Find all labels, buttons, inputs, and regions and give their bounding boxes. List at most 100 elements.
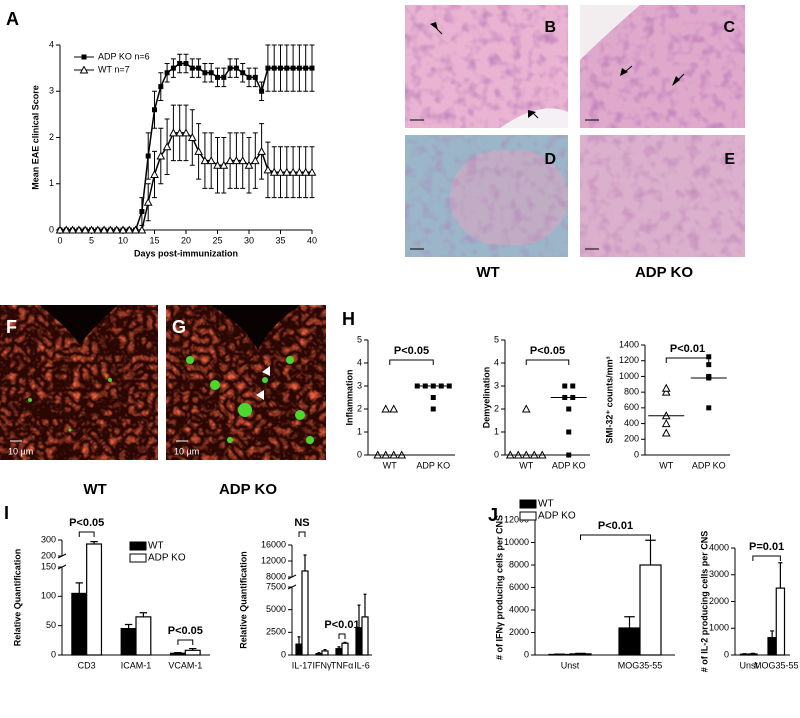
x-tick-label: ADP KO [416, 460, 450, 470]
y-tick-label: 1200 [619, 355, 639, 365]
legend-swatch [129, 553, 147, 563]
x-tick-label: MOG35-55 [754, 660, 799, 670]
marker [156, 151, 166, 160]
bar [135, 616, 152, 656]
y-tick-label: 0 [281, 649, 286, 659]
error-bar [90, 541, 98, 544]
marker [257, 146, 266, 155]
legend-label: ADP KO [538, 511, 576, 522]
image-caption: ADP KO [635, 264, 693, 281]
marker [246, 74, 252, 80]
marker [74, 225, 84, 234]
image-label: C [723, 19, 735, 36]
marker [244, 160, 254, 169]
bar [569, 653, 592, 656]
marker [430, 395, 436, 400]
marker [215, 74, 220, 80]
bar [321, 650, 329, 656]
marker [271, 65, 277, 71]
marker [238, 156, 248, 165]
marker [194, 146, 203, 155]
significance-bracket [78, 531, 95, 537]
marker [227, 65, 233, 71]
y-tick-label: 2000 [509, 627, 529, 637]
error-bar [189, 647, 197, 651]
y-axis-label: SMI-32⁺ counts/mm³ [604, 356, 614, 443]
bar [86, 543, 103, 656]
bar [618, 627, 641, 656]
x-tick-label: 25 [212, 235, 222, 245]
marker [263, 165, 273, 174]
legend-label: WT [148, 541, 164, 552]
y-tick-label: 2 [494, 403, 499, 413]
legend-label: ADP KO [148, 553, 186, 564]
bar [295, 643, 303, 656]
image-caption: WT [476, 264, 499, 281]
marker [208, 70, 214, 76]
marker [233, 65, 239, 71]
bar [639, 564, 662, 656]
image-texture [405, 135, 568, 257]
significance-bracket [298, 531, 306, 537]
x-tick-label: 15 [149, 235, 159, 245]
x-tick-label: 10 [118, 235, 128, 245]
marker [150, 169, 159, 178]
marker [706, 405, 712, 411]
significance-label: P<0.01 [670, 343, 705, 355]
marker [278, 65, 283, 71]
marker [93, 225, 103, 234]
error-bar [323, 648, 327, 651]
x-tick-label: Unst [561, 660, 580, 670]
x-tick-label: WT [519, 460, 533, 470]
marker [566, 406, 572, 412]
scale-bars [410, 119, 599, 250]
bar [775, 587, 786, 656]
bar [355, 627, 363, 656]
marker [187, 132, 197, 141]
marker [170, 65, 176, 71]
significance-label: P<0.01 [324, 619, 359, 631]
x-tick-label: Unst [739, 660, 758, 670]
x-tick-label: WT [659, 460, 673, 470]
marker [206, 156, 216, 165]
marker [112, 225, 122, 234]
x-tick-label: CD3 [78, 660, 96, 670]
marker [124, 225, 134, 234]
x-tick-label: ADP KO [552, 460, 586, 470]
marker [221, 74, 227, 80]
marker [162, 142, 172, 151]
histology-images: B C D E WT ADP KO [405, 5, 745, 281]
y-axis-label: # of IL-2 producing cells per CNS [699, 531, 709, 673]
y-tick-label: 3 [357, 380, 362, 390]
marker [566, 452, 572, 458]
marker [189, 65, 195, 71]
marker [265, 65, 271, 71]
error-bar [303, 554, 307, 571]
y-tick-label: 200 [624, 434, 639, 444]
significance-bracket [665, 357, 710, 363]
error-bar [357, 604, 361, 628]
panel-letter: A [6, 9, 19, 29]
x-tick-label: IL-17 [292, 660, 313, 670]
x-tick-label: VCAM-1 [168, 660, 202, 670]
marker [219, 160, 229, 169]
y-tick-label: 12000 [261, 555, 286, 565]
marker [570, 383, 576, 389]
y-tick-label: 1 [49, 178, 54, 188]
marker [309, 65, 315, 71]
bar [341, 642, 349, 656]
legend-swatch [129, 541, 147, 551]
y-axis-label: Relative Quantification [238, 551, 248, 649]
error-bar [174, 652, 182, 654]
error-bar [624, 616, 635, 628]
marker [252, 74, 258, 80]
marker [240, 70, 246, 76]
y-tick-label: 600 [624, 402, 639, 412]
marker [288, 167, 298, 176]
x-tick-label: 5 [89, 235, 94, 245]
marker [139, 209, 145, 214]
marker [175, 128, 185, 137]
marker [213, 160, 222, 169]
legend-label: ADP KO n=6 [98, 51, 150, 61]
